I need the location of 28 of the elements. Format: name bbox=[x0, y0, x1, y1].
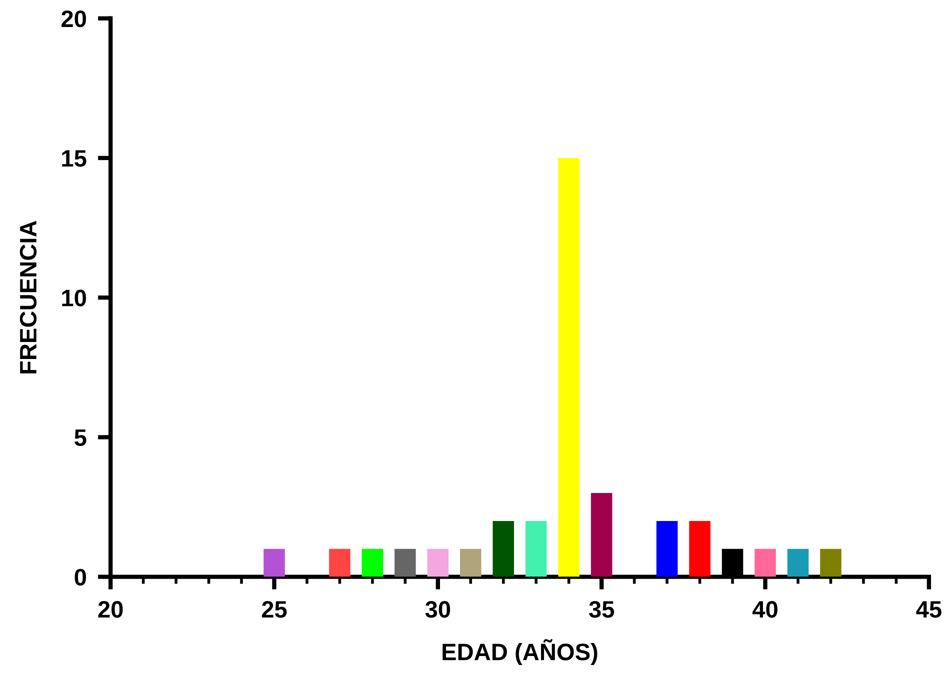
bar bbox=[820, 548, 842, 577]
bar bbox=[689, 520, 710, 577]
bar bbox=[492, 520, 514, 577]
bar bbox=[394, 548, 416, 577]
bar bbox=[754, 548, 776, 577]
y-tick-label: 15 bbox=[62, 150, 86, 167]
bar bbox=[558, 158, 580, 577]
y-tick-label: 0 bbox=[74, 568, 86, 586]
y-tick-label: 10 bbox=[62, 290, 86, 306]
bar bbox=[264, 548, 285, 577]
bar bbox=[427, 548, 449, 577]
x-tick-label: 20 bbox=[98, 601, 123, 618]
bar bbox=[362, 548, 384, 577]
bar bbox=[525, 520, 547, 577]
bar bbox=[460, 548, 482, 577]
x-tick-label: 35 bbox=[589, 601, 614, 618]
x-tick-label: 45 bbox=[916, 601, 942, 618]
bar bbox=[590, 493, 612, 577]
x-axis-title: EDAD (AÑOS) bbox=[442, 639, 598, 666]
bar bbox=[787, 548, 809, 577]
y-tick-label: 20 bbox=[62, 10, 86, 28]
bar bbox=[656, 520, 678, 577]
bar bbox=[329, 548, 350, 577]
y-axis-title: FRECUENCIA bbox=[20, 220, 37, 374]
x-tick-label: 25 bbox=[262, 601, 287, 618]
y-tick-label: 5 bbox=[74, 430, 86, 446]
x-tick-label: 30 bbox=[425, 601, 450, 618]
x-tick-label: 40 bbox=[752, 601, 778, 618]
